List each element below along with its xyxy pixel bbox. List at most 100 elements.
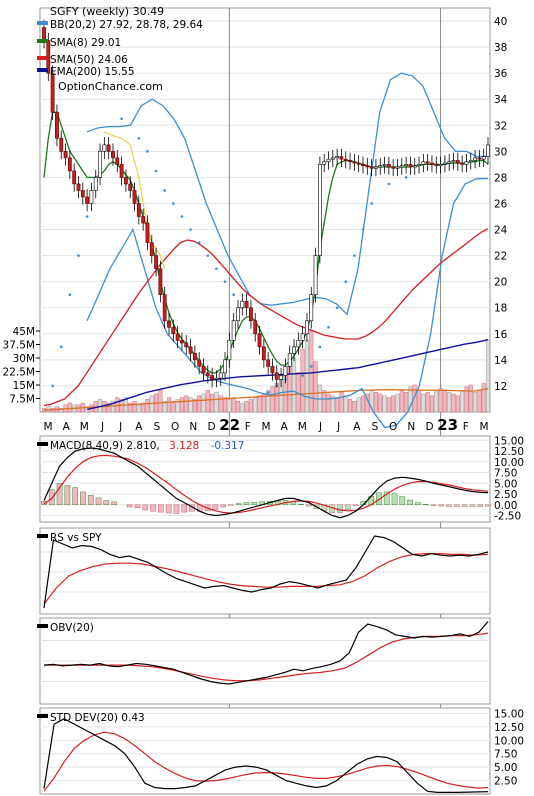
candle-body xyxy=(386,164,391,168)
volume-bar xyxy=(330,395,335,413)
volume-bar xyxy=(67,402,72,413)
x-tick-label: N xyxy=(189,421,197,433)
candle-body xyxy=(313,255,318,296)
macd-hist-bar xyxy=(87,495,94,506)
macd-hist-bar xyxy=(305,504,312,507)
macd-hist-bar xyxy=(173,504,180,514)
x-tick-label: M xyxy=(479,421,488,433)
volume-average-line xyxy=(43,387,489,411)
macd-hist-bar xyxy=(95,497,102,506)
sar-dot xyxy=(180,215,184,218)
candle-body xyxy=(365,165,370,168)
candle-body xyxy=(434,164,439,166)
volume-bar xyxy=(425,391,430,413)
candle-body xyxy=(93,177,98,191)
volume-bar xyxy=(356,397,361,413)
macd-hist-value: -0.317 xyxy=(211,440,245,452)
price-lines xyxy=(43,72,489,429)
candle-body xyxy=(141,216,146,224)
volume-tick-label: 37.5M xyxy=(3,340,35,352)
macd-hist-bar xyxy=(383,491,390,506)
candle-body xyxy=(447,161,452,164)
macd-tick-label: 15.00 xyxy=(494,435,524,447)
candle-body xyxy=(296,340,301,348)
macd-hist-bar xyxy=(376,492,382,506)
macd-hist-bar xyxy=(430,504,437,506)
std-tick-label: 5.00 xyxy=(494,762,517,774)
price-tick-label: 24 xyxy=(494,225,508,237)
macd-title: MACD(8,40,9) 2.810, xyxy=(50,440,160,452)
volume-bar xyxy=(231,397,236,413)
macd-hist-bar xyxy=(150,504,156,512)
x-tick-label: J xyxy=(118,421,122,433)
candle-body xyxy=(111,151,115,159)
sar-dot xyxy=(197,241,201,244)
sar-dot xyxy=(146,150,149,153)
candle-body xyxy=(136,203,141,217)
ema200-line xyxy=(86,339,489,411)
candle-body xyxy=(348,160,352,163)
x-tick-label: M xyxy=(43,421,52,433)
volume-bar xyxy=(240,402,245,413)
volume-bar xyxy=(171,400,176,413)
sar-dot xyxy=(344,280,348,283)
sar-dot xyxy=(206,254,210,257)
macd-legend: MACD(8,40,9) 2.810, 3.128 -0.317 xyxy=(37,440,244,452)
chart-title: SGFY (weekly) 30.49 xyxy=(50,5,164,18)
sar-dot xyxy=(370,202,373,205)
volume-tick-label: 15M xyxy=(13,380,35,392)
candle-body xyxy=(145,222,150,243)
std-lines xyxy=(43,718,489,794)
macd-hist-bar xyxy=(352,504,359,506)
macd-signal-line xyxy=(43,454,489,514)
candle-body xyxy=(184,342,189,348)
candle-body xyxy=(154,255,158,269)
candle-body xyxy=(132,190,137,204)
macd-hist-bar xyxy=(251,501,258,506)
volume-bar xyxy=(201,393,206,413)
volume-bar xyxy=(404,391,409,413)
volume-bar xyxy=(348,399,353,413)
macd-hist-bar xyxy=(453,504,460,507)
candle-body xyxy=(404,164,408,166)
x-tick-label: J xyxy=(318,421,322,433)
volume-bar xyxy=(335,397,340,413)
candle-body xyxy=(223,359,227,374)
watermark: OptionChance.com xyxy=(58,80,163,93)
sar-dot xyxy=(154,169,158,173)
obv-title: OBV(20) xyxy=(50,622,94,634)
macd-hist-bar xyxy=(165,504,172,514)
volume-bar xyxy=(197,395,202,413)
volume-bar xyxy=(115,397,120,413)
macd-hist-bar xyxy=(461,504,468,507)
std-panel xyxy=(39,707,491,795)
candle-body xyxy=(481,156,486,160)
volume-bar xyxy=(442,390,447,413)
candle-body xyxy=(98,151,102,178)
price-tick-label: 26 xyxy=(494,198,508,210)
rs-grid xyxy=(40,551,490,593)
candle-body xyxy=(477,157,482,160)
x-tick-label: J xyxy=(336,421,340,433)
rs-line xyxy=(43,535,489,609)
price-tick-label: 38 xyxy=(494,42,507,54)
price-panel xyxy=(39,7,491,413)
candle-body xyxy=(171,326,176,335)
candle-body xyxy=(378,165,383,168)
candle-body xyxy=(253,320,258,335)
candle-body xyxy=(67,157,72,172)
volume-bar xyxy=(128,402,133,413)
sar-dot xyxy=(59,345,63,349)
obv-grid xyxy=(40,640,490,682)
volume-bar xyxy=(416,390,422,413)
volume-bar xyxy=(244,400,249,413)
candle-body xyxy=(279,375,283,380)
volume-bar xyxy=(179,397,184,413)
std-title: STD DEV(20) 0.43 xyxy=(50,712,145,724)
sar-dot xyxy=(301,374,304,377)
candle-body xyxy=(292,346,296,354)
macd-hist-bar xyxy=(64,485,71,506)
candle-body xyxy=(464,161,469,165)
